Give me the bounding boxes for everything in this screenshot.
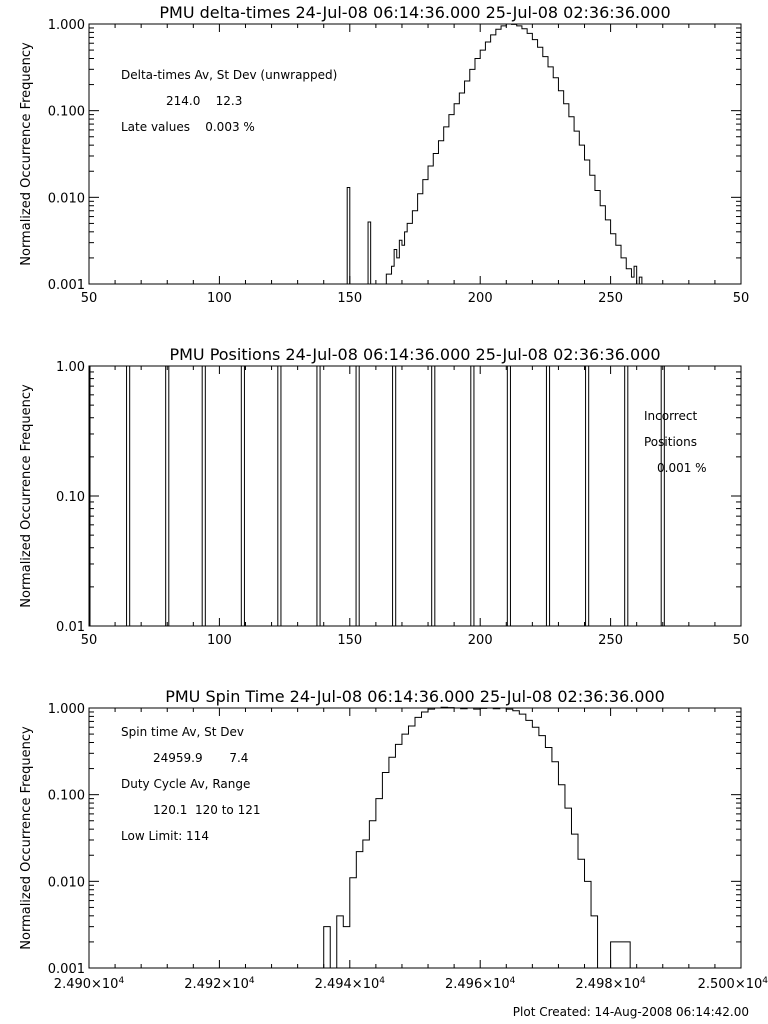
y-tick-label: 0.01 [56, 620, 85, 635]
position-bar [126, 365, 131, 627]
position-bar [201, 365, 206, 627]
y-tick-label: 0.010 [48, 191, 85, 206]
chart-title: PMU Positions 24-Jul-08 06:14:36.000 25-… [169, 345, 660, 364]
y-tick-label: 0.100 [48, 105, 85, 120]
position-bar [165, 365, 170, 627]
y-tick-label: 1.000 [48, 702, 85, 717]
plot-frame [88, 365, 742, 627]
position-bar [585, 365, 590, 627]
position-bar [545, 365, 551, 627]
y-axis-label: Normalized Occurrence Frequency [19, 726, 34, 950]
position-bar [624, 365, 629, 627]
x-tick-label: 2.500×104 [698, 976, 768, 992]
delta-times-panel: PMU delta-times 24-Jul-08 06:14:36.000 2… [19, 3, 749, 306]
position-bar [506, 365, 511, 627]
histogram-series [346, 23, 645, 285]
x-tick-label: 250 [598, 633, 623, 648]
annotation-text: 24959.9 7.4 [153, 751, 248, 765]
y-tick-label: 0.10 [56, 490, 85, 505]
x-tick-label: 2.490×104 [54, 976, 125, 992]
x-tick-label: 50 [81, 291, 98, 306]
position-bar [277, 365, 282, 627]
y-axis-label: Normalized Occurrence Frequency [19, 42, 34, 266]
x-tick-label: 100 [207, 633, 232, 648]
position-bar [392, 365, 397, 627]
y-tick-label: 0.001 [48, 278, 85, 293]
x-tick-label: 2.496×104 [445, 976, 516, 992]
positions-panel: PMU Positions 24-Jul-08 06:14:36.000 25-… [19, 345, 749, 648]
y-tick-label: 0.010 [48, 875, 85, 890]
plot-created-footer: Plot Created: 14-Aug-2008 06:14:42.00 [513, 1005, 749, 1019]
x-tick-label: 250 [598, 291, 623, 306]
plot-frame [88, 707, 742, 969]
x-tick-label: 2.492×104 [184, 976, 255, 992]
x-tick-label: 200 [468, 291, 493, 306]
x-tick-label: 150 [337, 291, 362, 306]
x-tick-label: 100 [207, 291, 232, 306]
annotation-text: Late values 0.003 % [121, 120, 255, 134]
x-tick-label: 50 [733, 633, 750, 648]
annotation-text: Low Limit: 114 [121, 829, 209, 843]
x-tick-label: 50 [81, 633, 98, 648]
annotation-text: Spin time Av, St Dev [121, 725, 244, 739]
position-bar [355, 365, 360, 627]
chart-title: PMU delta-times 24-Jul-08 06:14:36.000 2… [159, 3, 670, 22]
plot-frame [88, 23, 742, 285]
y-tick-label: 0.001 [48, 962, 85, 977]
annotation-text: Incorrect [644, 409, 697, 423]
y-axis-label: Normalized Occurrence Frequency [19, 384, 34, 608]
position-bar [470, 365, 475, 627]
x-tick-label: 50 [733, 291, 750, 306]
y-tick-label: 1.000 [48, 18, 85, 33]
x-tick-label: 200 [468, 633, 493, 648]
x-tick-label: 2.498×104 [575, 976, 646, 992]
x-tick-label: 150 [337, 633, 362, 648]
x-tick-label: 2.494×104 [315, 976, 386, 992]
y-tick-label: 1.00 [56, 360, 85, 375]
annotation-text: 0.001 % [657, 461, 707, 475]
spin-time-panel: PMU Spin Time 24-Jul-08 06:14:36.000 25-… [19, 687, 768, 992]
y-tick-label: 0.100 [48, 789, 85, 804]
position-bar [431, 365, 436, 627]
position-bar [240, 365, 245, 627]
position-bar [316, 365, 321, 627]
annotation-text: Positions [644, 435, 697, 449]
chart-title: PMU Spin Time 24-Jul-08 06:14:36.000 25-… [165, 687, 665, 706]
annotation-text: 120.1 120 to 121 [153, 803, 260, 817]
annotation-text: 214.0 12.3 [166, 94, 242, 108]
annotation-text: Delta-times Av, St Dev (unwrapped) [121, 68, 337, 82]
position-bar [660, 365, 665, 627]
histogram-series [323, 706, 637, 969]
annotation-text: Duty Cycle Av, Range [121, 777, 250, 791]
